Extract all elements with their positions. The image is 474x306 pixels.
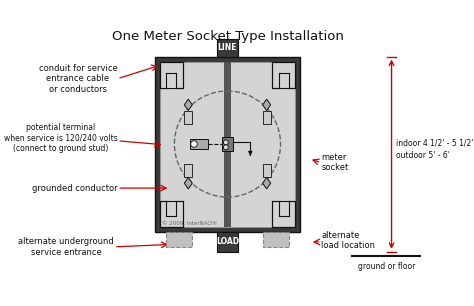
Polygon shape [263, 177, 271, 189]
Bar [160, 62, 182, 88]
Bar [184, 164, 192, 177]
Bar [184, 110, 192, 124]
Text: One Meter Socket Type Installation: One Meter Socket Type Installation [111, 30, 343, 43]
Bar [166, 232, 192, 247]
Text: LINE: LINE [218, 43, 237, 52]
Bar [163, 71, 179, 88]
Text: LOAD: LOAD [216, 237, 239, 246]
Text: meter
socket: meter socket [321, 153, 348, 173]
Text: grounded conductor: grounded conductor [32, 184, 117, 192]
Bar [217, 232, 238, 252]
Text: ground or floor: ground or floor [358, 262, 415, 271]
Bar [273, 201, 295, 227]
Bar [263, 232, 289, 247]
Bar [263, 164, 271, 177]
Polygon shape [263, 99, 271, 110]
Text: potential terminal
when service is 120/240 volts
(connect to ground stud): potential terminal when service is 120/2… [3, 123, 117, 153]
Bar [222, 137, 233, 151]
Circle shape [191, 141, 197, 147]
Bar [224, 62, 231, 227]
Polygon shape [184, 99, 192, 110]
Text: conduit for service
entrance cable
or conductors: conduit for service entrance cable or co… [38, 64, 117, 94]
Bar [217, 39, 238, 57]
Text: alternate
load location: alternate load location [321, 231, 375, 250]
Text: alternate underground
service entrance: alternate underground service entrance [18, 237, 114, 256]
Bar [263, 110, 271, 124]
Text: © 2009, InterNACHI: © 2009, InterNACHI [162, 221, 217, 226]
Polygon shape [184, 177, 192, 189]
Text: indoor 4 1/2' - 5 1/2'
outdoor 5' - 6': indoor 4 1/2' - 5 1/2' outdoor 5' - 6' [396, 139, 474, 160]
Bar [160, 62, 295, 227]
Bar [160, 201, 182, 227]
Bar [273, 62, 295, 88]
Circle shape [223, 140, 228, 145]
Circle shape [223, 145, 228, 150]
Bar [190, 139, 208, 149]
Bar [155, 57, 300, 232]
